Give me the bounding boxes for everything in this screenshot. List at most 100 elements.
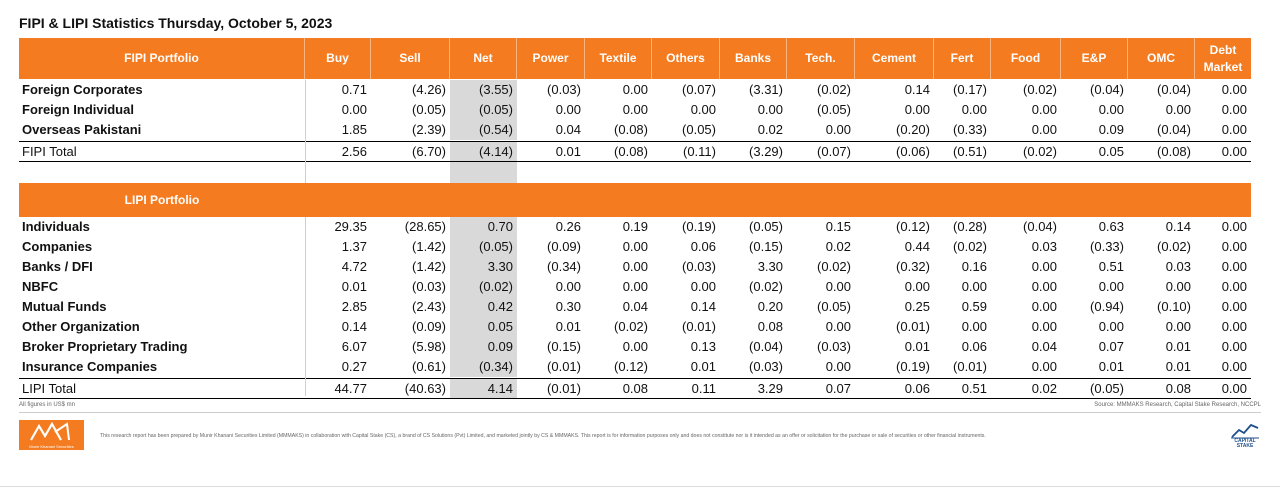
row-label: Overseas Pakistani (22, 122, 142, 137)
page-title: FIPI & LIPI Statistics Thursday, October… (19, 15, 333, 31)
table-row: Broker Proprietary Trading 6.07 (5.98) 0.09… (19, 337, 1251, 357)
cell-tech: 0.00 (825, 319, 851, 334)
cell-omc: 0.03 (1165, 259, 1191, 274)
cell-omc: (0.02) (1157, 239, 1191, 254)
cell-net: 0.42 (450, 297, 517, 317)
cell-others: 0.00 (690, 102, 716, 117)
cell-omc: 0.00 (1165, 102, 1191, 117)
total-cell-cement: 0.06 (904, 381, 930, 396)
capital-stake-chart-icon (1231, 423, 1259, 439)
cell-e-p: 0.51 (1098, 259, 1124, 274)
total-cell-e-p: 0.05 (1098, 144, 1124, 159)
total-cell-power: (0.01) (547, 381, 581, 396)
cell-buy: 1.37 (341, 239, 367, 254)
cell-banks: 0.02 (757, 122, 783, 137)
cell-sell: (1.42) (412, 239, 446, 254)
total-cell-buy: 44.77 (334, 381, 367, 396)
cell-textile: 0.04 (622, 299, 648, 314)
cell-cement: (0.32) (896, 259, 930, 274)
cell-power: 0.30 (555, 299, 581, 314)
cell-others: (0.03) (682, 259, 716, 274)
mmmaks-logo: Munir Khanani Securities (19, 420, 84, 450)
cell-banks: 0.20 (757, 299, 783, 314)
total-cell-fert: 0.51 (961, 381, 987, 396)
cell-banks: 0.08 (757, 319, 783, 334)
cell-fert: 0.00 (961, 279, 987, 294)
cell-buy: 2.85 (341, 299, 367, 314)
cell-debt-market: 0.00 (1221, 359, 1247, 374)
total-cell-banks: 3.29 (757, 381, 783, 396)
cell-textile: (0.02) (614, 319, 648, 334)
total-cell-textile: 0.08 (622, 381, 648, 396)
cell-buy: 6.07 (341, 339, 367, 354)
cell-sell: (0.05) (412, 102, 446, 117)
cell-others: 0.06 (690, 239, 716, 254)
cell-others: (0.01) (682, 319, 716, 334)
cell-buy: 0.27 (341, 359, 367, 374)
cell-power: (0.15) (547, 339, 581, 354)
cell-net: 3.30 (450, 257, 517, 277)
row-label: Foreign Corporates (22, 82, 143, 97)
col-header-net: Net (450, 38, 517, 79)
total-cell-textile: (0.08) (614, 144, 648, 159)
cell-others: (0.19) (682, 219, 716, 234)
lipi-header-blank-banks (720, 183, 787, 217)
lipi-header-blank-food (991, 183, 1061, 217)
col-header-cement: Cement (855, 38, 934, 79)
cell-omc: 0.00 (1165, 279, 1191, 294)
cell-debt-market: 0.00 (1221, 279, 1247, 294)
cell-fert: 0.06 (961, 339, 987, 354)
lipi-header-row: LIPI Portfolio (19, 183, 1251, 217)
total-cell-others: (0.11) (683, 144, 716, 159)
cell-tech: (0.03) (817, 339, 851, 354)
cell-cement: (0.12) (896, 219, 930, 234)
total-cell-banks: (3.29) (749, 144, 783, 159)
cell-omc: 0.01 (1165, 359, 1191, 374)
cell-sell: (1.42) (412, 259, 446, 274)
cell-buy: 0.14 (341, 319, 367, 334)
total-cell-net: (4.14) (450, 142, 517, 161)
cell-net: (0.54) (450, 120, 517, 140)
cell-textile: 0.00 (622, 239, 648, 254)
col-header-power: Power (517, 38, 585, 79)
cell-food: 0.00 (1031, 259, 1057, 274)
cell-banks: (0.15) (749, 239, 783, 254)
total-cell-tech: 0.07 (825, 381, 851, 396)
cell-e-p: 0.63 (1098, 219, 1124, 234)
cell-debt-market: 0.00 (1221, 339, 1247, 354)
cell-textile: 0.00 (622, 102, 648, 117)
cell-power: 0.00 (555, 102, 581, 117)
cell-power: (0.03) (547, 82, 581, 97)
table-row: Other Organization 0.14 (0.09) 0.05 0.01 (0.0… (19, 317, 1251, 337)
table-row: Foreign Individual 0.00 (0.05) (0.05) 0.00 0.… (19, 100, 1251, 120)
cell-textile: (0.08) (614, 122, 648, 137)
capital-stake-logo (1228, 420, 1262, 450)
cell-debt-market: 0.00 (1221, 82, 1247, 97)
cell-net: (0.05) (450, 100, 517, 120)
cell-fert: (0.01) (953, 359, 987, 374)
cell-omc: (0.10) (1157, 299, 1191, 314)
cell-banks: 3.30 (757, 259, 783, 274)
cell-food: 0.03 (1031, 239, 1057, 254)
cell-sell: (0.03) (412, 279, 446, 294)
cell-buy: 0.71 (341, 82, 367, 97)
cell-sell: (2.39) (412, 122, 446, 137)
cell-fert: 0.00 (961, 102, 987, 117)
cell-others: 0.00 (690, 279, 716, 294)
cell-net: (0.05) (450, 237, 517, 257)
cell-tech: 0.00 (825, 279, 851, 294)
cell-textile: 0.00 (622, 339, 648, 354)
cell-e-p: 0.09 (1098, 122, 1124, 137)
row-label: Banks / DFI (22, 259, 93, 274)
cell-buy: 0.01 (341, 279, 367, 294)
cell-fert: (0.02) (953, 239, 987, 254)
total-cell-food: 0.02 (1031, 381, 1057, 396)
cell-food: 0.00 (1031, 319, 1057, 334)
lipi-header-blank-e-p (1061, 183, 1128, 217)
lipi-header-blank-sell (371, 183, 450, 217)
row-label: Other Organization (22, 319, 140, 334)
total-cell-net: 4.14 (450, 379, 517, 398)
cell-net: 0.70 (450, 217, 517, 237)
cell-banks: (0.03) (749, 359, 783, 374)
capital-stake-logo-text: CAPITAL STAKE (1234, 438, 1256, 449)
